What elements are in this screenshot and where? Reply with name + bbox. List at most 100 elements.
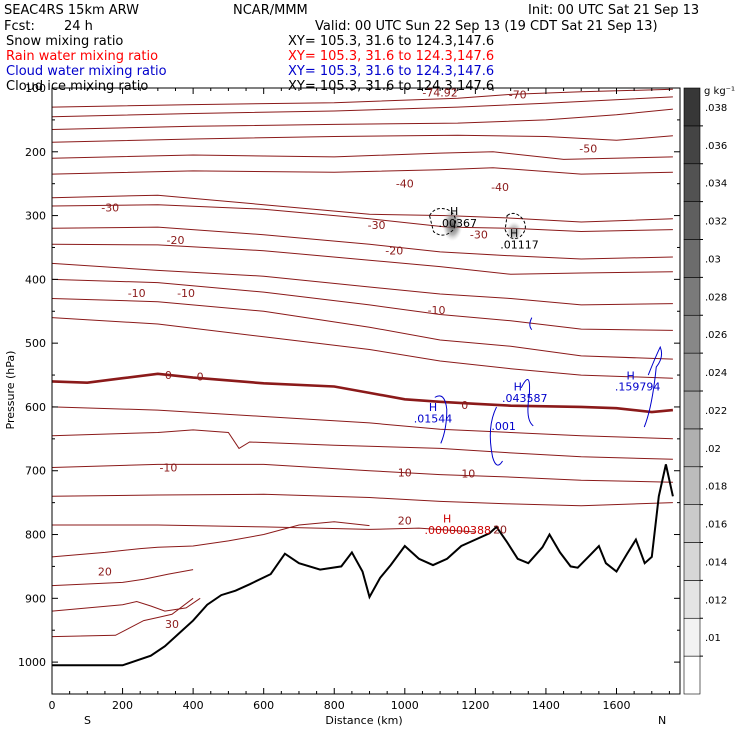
field-cloudwater-name: Cloud water mixing ratio xyxy=(6,64,167,79)
isotherm-line xyxy=(52,429,673,460)
contour-annotation: .043587 xyxy=(502,392,548,405)
contour-annotation: H xyxy=(510,227,518,240)
colorbar-label: .016 xyxy=(705,520,727,531)
colorbar-label: .024 xyxy=(705,368,727,379)
x-tick-label: 0 xyxy=(49,699,56,712)
isotherm-line xyxy=(52,493,673,507)
isotherm-line xyxy=(52,194,673,223)
isotherm-line xyxy=(52,108,673,130)
colorbar-label: .038 xyxy=(705,103,727,114)
colorbar-swatch xyxy=(683,466,701,505)
isotherm-label: 30 xyxy=(165,618,179,631)
isotherm-line xyxy=(52,597,194,638)
colorbar-label: .028 xyxy=(705,292,727,303)
contour-annotation: .000000388 xyxy=(424,524,490,537)
colorbar-swatch xyxy=(683,87,701,127)
y-tick-label: 700 xyxy=(25,465,46,478)
isotherm-line xyxy=(52,298,673,360)
org-label: NCAR/MMM xyxy=(233,3,308,18)
colorbar-swatch xyxy=(683,201,701,240)
isotherm-line xyxy=(52,597,201,612)
colorbar-swatch xyxy=(683,542,701,581)
south-end-label: S xyxy=(84,714,91,727)
cloud-water-contour xyxy=(434,395,448,444)
isotherm-label: -20 xyxy=(166,234,184,247)
plot-area: -70 -50 -40 -40 -30 -30 -30 -20 -20 -10 -10 -10 0 0 0 -… xyxy=(18,82,681,712)
isotherm-label: -40 xyxy=(396,178,414,191)
x-tick-label: 600 xyxy=(253,699,274,712)
colorbar-label: .014 xyxy=(705,557,727,568)
y-tick-label: 800 xyxy=(25,529,46,542)
contour-annotation: H xyxy=(429,401,437,414)
y-tick-label: 300 xyxy=(25,210,46,223)
isotherm-label: -10 xyxy=(159,462,177,475)
field-snow-xy: XY= 105.3, 31.6 to 124.3,147.6 xyxy=(288,34,494,49)
isotherm-label: -10 xyxy=(128,287,146,300)
isotherm-line xyxy=(52,406,673,440)
x-tick-label: 1400 xyxy=(532,699,560,712)
isotherm-label: 20 xyxy=(398,514,412,527)
colorbar-label: .032 xyxy=(705,217,727,228)
isotherm-label: -10 xyxy=(428,304,446,317)
isotherm-line xyxy=(52,521,370,558)
isotherm-label: 20 xyxy=(493,523,507,536)
init-time: Init: 00 UTC Sat 21 Sep 13 xyxy=(528,3,699,18)
x-tick-label: 1600 xyxy=(602,699,630,712)
contour-annotation: .001 xyxy=(491,420,516,433)
field-cloudice-xy: XY= 105.3, 31.6 to 124.3,147.6 xyxy=(288,79,494,94)
colorbar-label: .026 xyxy=(705,330,727,341)
isotherm-line xyxy=(52,96,673,118)
isotherm-label: 0 xyxy=(461,399,468,412)
model-title: SEAC4RS 15km ARW xyxy=(4,3,139,18)
x-axis-label: Distance (km) xyxy=(325,714,402,727)
plot-content: -70 -50 -40 -40 -30 -30 -30 -20 -20 -10 -10 -10 0 0 0 -… xyxy=(52,88,674,667)
contour-annotation: H xyxy=(626,370,634,383)
colorbar-unit: g kg⁻¹ xyxy=(704,86,735,97)
x-tick-label: 200 xyxy=(112,699,133,712)
y-tick-label: 100 xyxy=(25,82,46,95)
isotherm-line xyxy=(52,226,673,260)
y-tick-label: 1000 xyxy=(18,656,46,669)
cloud-water-contour xyxy=(529,317,533,330)
isotherm-label: 0 xyxy=(197,370,204,383)
isotherm-label: 10 xyxy=(398,467,412,480)
contour-annotation: H xyxy=(450,205,458,218)
colorbar-label: .018 xyxy=(705,482,727,493)
colorbar-swatch xyxy=(683,580,701,619)
cloud-ice-shading xyxy=(442,209,463,242)
colorbar-swatch xyxy=(683,125,701,165)
field-rain-xy: XY= 105.3, 31.6 to 124.3,147.6 xyxy=(288,49,494,64)
isotherm-line xyxy=(52,317,673,379)
isotherm-label: -30 xyxy=(101,201,119,214)
north-end-label: N xyxy=(658,714,666,727)
colorbar-swatch xyxy=(683,504,701,543)
isotherm-line xyxy=(52,167,673,175)
isotherm-label: -10 xyxy=(177,287,195,300)
isotherm-label: 20 xyxy=(98,566,112,579)
isotherm-line xyxy=(52,278,673,331)
isotherm-line xyxy=(52,204,673,233)
colorbar-swatch xyxy=(683,617,701,657)
colorbar-label: .034 xyxy=(705,179,727,190)
isotherm-line xyxy=(52,569,194,587)
colorbar-label: .01 xyxy=(705,633,721,644)
y-tick-label: 200 xyxy=(25,146,46,159)
contour-annotation: H xyxy=(514,381,522,394)
isotherm-label: -70 xyxy=(509,88,527,101)
colorbar-label: .036 xyxy=(705,141,727,152)
colorbar-swatch xyxy=(683,314,701,354)
isotherm-label: -40 xyxy=(491,181,509,194)
fcst-value: 24 h xyxy=(64,19,93,34)
isotherm-label: -20 xyxy=(385,245,403,258)
cloud-water-contour xyxy=(489,406,503,466)
colorbar-swatch xyxy=(683,428,701,468)
isotherm-line xyxy=(52,463,673,483)
terrain-line xyxy=(52,464,674,667)
cloud-water-contour xyxy=(643,345,663,428)
x-tick-label: 400 xyxy=(183,699,204,712)
colorbar-swatch xyxy=(683,277,701,316)
plot-frame xyxy=(51,87,681,695)
contour-annotation: H xyxy=(443,513,451,526)
y-tick-label: 600 xyxy=(25,401,46,414)
